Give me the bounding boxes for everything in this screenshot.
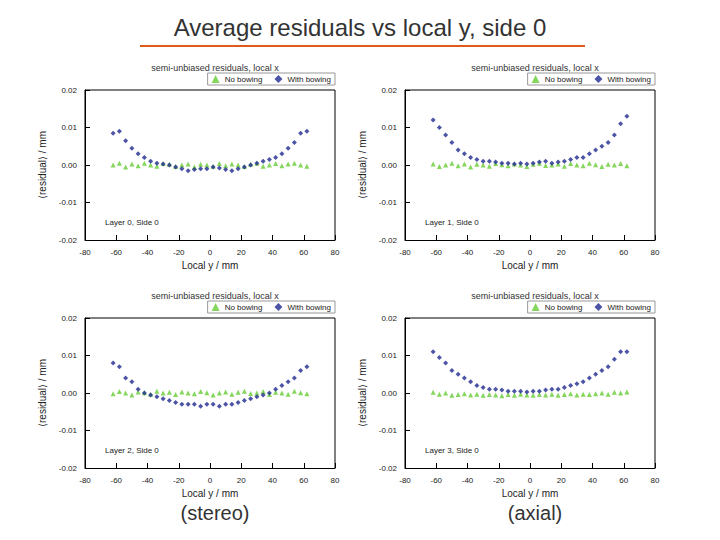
- svg-text:-20: -20: [493, 476, 505, 485]
- svg-text:-20: -20: [173, 248, 185, 257]
- svg-text:(stereo): (stereo): [181, 502, 250, 524]
- svg-text:0.00: 0.00: [61, 161, 77, 170]
- svg-text:-0.02: -0.02: [59, 464, 78, 473]
- svg-text:0.00: 0.00: [61, 389, 77, 398]
- svg-text:-20: -20: [173, 476, 185, 485]
- svg-text:semi-unbiased residuals, local: semi-unbiased residuals, local x: [471, 63, 599, 73]
- svg-text:80: 80: [651, 248, 660, 257]
- svg-text:60: 60: [619, 476, 628, 485]
- svg-text:0.01: 0.01: [381, 123, 397, 132]
- svg-text:semi-unbiased residuals, local: semi-unbiased residuals, local x: [151, 63, 279, 73]
- svg-text:-0.02: -0.02: [379, 236, 398, 245]
- svg-text:-80: -80: [79, 476, 91, 485]
- svg-text:With bowing: With bowing: [287, 303, 331, 312]
- svg-text:-0.01: -0.01: [379, 426, 398, 435]
- svg-text:Local y / mm: Local y / mm: [502, 488, 559, 499]
- svg-text:-0.01: -0.01: [59, 198, 78, 207]
- svg-text:0.02: 0.02: [61, 86, 77, 95]
- svg-text:-40: -40: [462, 248, 474, 257]
- svg-text:0.01: 0.01: [61, 351, 77, 360]
- svg-text:Local y / mm: Local y / mm: [502, 260, 559, 271]
- svg-text:40: 40: [588, 476, 597, 485]
- svg-text:20: 20: [557, 476, 566, 485]
- svg-text:80: 80: [651, 476, 660, 485]
- svg-text:-60: -60: [430, 248, 442, 257]
- svg-text:⟨residual⟩ / mm: ⟨residual⟩ / mm: [37, 359, 48, 427]
- svg-text:-60: -60: [430, 476, 442, 485]
- svg-text:0.00: 0.00: [381, 161, 397, 170]
- svg-text:With bowing: With bowing: [607, 75, 651, 84]
- svg-text:-20: -20: [493, 248, 505, 257]
- svg-text:With bowing: With bowing: [287, 75, 331, 84]
- svg-text:0.01: 0.01: [61, 123, 77, 132]
- svg-text:40: 40: [588, 248, 597, 257]
- svg-text:-80: -80: [399, 476, 411, 485]
- svg-text:Layer 1, Side 0: Layer 1, Side 0: [425, 218, 479, 227]
- svg-text:60: 60: [299, 476, 308, 485]
- svg-text:0.01: 0.01: [381, 351, 397, 360]
- svg-text:semi-unbiased residuals, local: semi-unbiased residuals, local x: [471, 291, 599, 301]
- svg-text:0.02: 0.02: [381, 314, 397, 323]
- svg-text:No bowing: No bowing: [225, 303, 263, 312]
- svg-text:-0.01: -0.01: [59, 426, 78, 435]
- svg-text:20: 20: [237, 248, 246, 257]
- svg-text:Layer 2, Side 0: Layer 2, Side 0: [105, 446, 159, 455]
- svg-text:-60: -60: [110, 476, 122, 485]
- svg-text:semi-unbiased residuals, local: semi-unbiased residuals, local x: [151, 291, 279, 301]
- svg-text:0: 0: [528, 248, 533, 257]
- svg-text:No bowing: No bowing: [545, 75, 583, 84]
- svg-text:(axial): (axial): [508, 502, 562, 524]
- svg-text:Local y / mm: Local y / mm: [182, 260, 239, 271]
- svg-text:-0.01: -0.01: [379, 198, 398, 207]
- svg-text:0.00: 0.00: [381, 389, 397, 398]
- svg-text:-40: -40: [462, 476, 474, 485]
- svg-text:⟨residual⟩ / mm: ⟨residual⟩ / mm: [357, 359, 368, 427]
- svg-text:Average residuals vs local y,: Average residuals vs local y, side 0: [174, 14, 547, 41]
- svg-text:-40: -40: [142, 248, 154, 257]
- svg-text:⟨residual⟩ / mm: ⟨residual⟩ / mm: [357, 131, 368, 199]
- svg-text:0.02: 0.02: [61, 314, 77, 323]
- svg-text:0: 0: [208, 476, 213, 485]
- svg-text:⟨residual⟩ / mm: ⟨residual⟩ / mm: [37, 131, 48, 199]
- svg-text:60: 60: [619, 248, 628, 257]
- svg-text:-60: -60: [110, 248, 122, 257]
- svg-text:60: 60: [299, 248, 308, 257]
- svg-text:No bowing: No bowing: [225, 75, 263, 84]
- svg-text:-80: -80: [79, 248, 91, 257]
- svg-text:With bowing: With bowing: [607, 303, 651, 312]
- svg-text:0: 0: [208, 248, 213, 257]
- svg-text:Layer 3, Side 0: Layer 3, Side 0: [425, 446, 479, 455]
- svg-text:80: 80: [331, 476, 340, 485]
- svg-text:40: 40: [268, 248, 277, 257]
- svg-text:Layer 0, Side 0: Layer 0, Side 0: [105, 218, 159, 227]
- svg-text:0: 0: [528, 476, 533, 485]
- svg-text:0.02: 0.02: [381, 86, 397, 95]
- svg-text:80: 80: [331, 248, 340, 257]
- svg-text:40: 40: [268, 476, 277, 485]
- svg-text:No bowing: No bowing: [545, 303, 583, 312]
- svg-text:20: 20: [557, 248, 566, 257]
- svg-text:-80: -80: [399, 248, 411, 257]
- svg-text:-0.02: -0.02: [379, 464, 398, 473]
- svg-text:-0.02: -0.02: [59, 236, 78, 245]
- svg-text:Local y / mm: Local y / mm: [182, 488, 239, 499]
- svg-text:20: 20: [237, 476, 246, 485]
- svg-text:-40: -40: [142, 476, 154, 485]
